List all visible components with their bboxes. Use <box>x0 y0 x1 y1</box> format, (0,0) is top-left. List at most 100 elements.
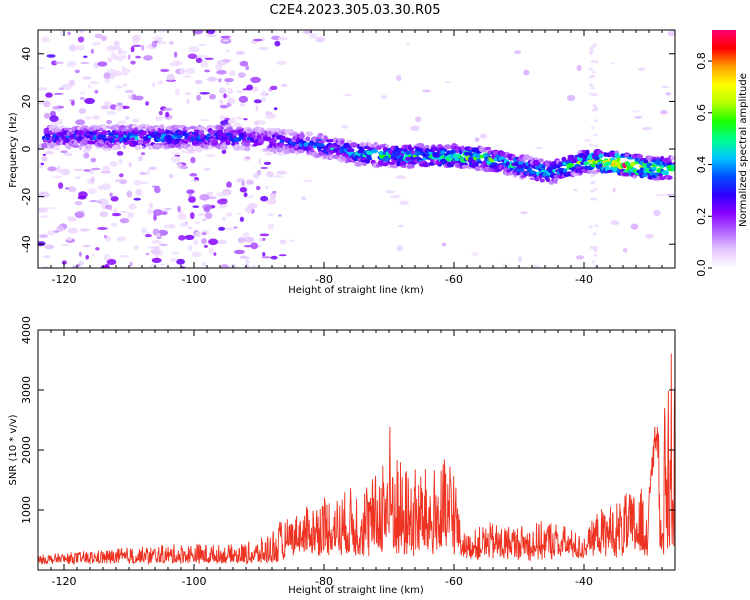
heatmap-noise-cell <box>91 176 95 183</box>
spectrogram-ticks: -120 -100 -80 -60 -40 -40 -20 0 20 40 <box>20 30 676 286</box>
heatmap-noise-cell <box>225 212 233 217</box>
heatmap-noise-cell <box>43 100 51 108</box>
heatmap-noise-cell <box>520 211 528 215</box>
heatmap-noise-cell <box>92 115 101 120</box>
heatmap-ridge-cell <box>642 173 648 178</box>
heatmap-noise-cell <box>203 244 208 248</box>
heatmap-noise-cell <box>341 124 349 129</box>
heatmap-noise-cell <box>175 88 180 96</box>
heatmap-noise-cell <box>239 187 248 193</box>
heatmap-ridge-cell <box>135 136 139 141</box>
heatmap-noise-cell <box>39 234 48 239</box>
heatmap-noise-cell <box>111 212 122 217</box>
heatmap-noise-cell <box>301 196 307 201</box>
heatmap-noise-cell <box>655 194 666 197</box>
heatmap-noise-cell <box>145 101 150 106</box>
heatmap-noise-cell <box>106 111 116 115</box>
heatmap-noise-cell <box>396 245 404 252</box>
heatmap-ridge-cell <box>289 129 294 134</box>
heatmap-ridge-cell <box>254 126 259 133</box>
heatmap-noise-cell <box>199 119 210 122</box>
heatmap-noise-cell <box>399 200 410 206</box>
heatmap-ridge-cell <box>72 144 81 148</box>
heatmap-noise-cell <box>190 156 196 164</box>
heatmap-noise-cell <box>591 181 596 184</box>
heatmap-noise-cell <box>150 249 161 255</box>
heatmap-noise-cell <box>96 227 108 230</box>
heatmap-noise-cell <box>653 209 661 217</box>
heatmap-noise-cell <box>87 84 92 89</box>
heatmap-ridge-cell <box>323 135 328 141</box>
heatmap-noise-cell <box>246 195 255 199</box>
heatmap-ridge-cell <box>588 159 592 163</box>
heatmap-ridge-cell <box>585 149 590 156</box>
y-tick-label: 3000 <box>20 376 33 404</box>
heatmap-noise-cell <box>103 72 111 80</box>
heatmap-noise-cell <box>239 60 249 67</box>
heatmap-noise-cell <box>83 169 91 172</box>
heatmap-ridge-cell <box>186 143 190 147</box>
heatmap-noise-cell <box>238 95 249 103</box>
heatmap-noise-cell <box>185 67 196 75</box>
heatmap-noise-cell <box>273 107 278 111</box>
heatmap-noise-cell <box>60 244 71 247</box>
heatmap-noise-cell <box>49 115 59 122</box>
heatmap-noise-cell <box>518 255 522 263</box>
heatmap-noise-cell <box>170 258 177 263</box>
heatmap-noise-cell <box>260 195 269 202</box>
heatmap-noise-cell <box>204 69 211 73</box>
heatmap-ridge-cell <box>158 128 164 133</box>
heatmap-noise-cell <box>91 167 101 171</box>
heatmap-noise-cell <box>109 104 117 110</box>
heatmap-noise-cell <box>178 235 186 241</box>
heatmap-noise-cell <box>56 225 64 232</box>
heatmap-ridge-cell <box>115 141 121 146</box>
heatmap-noise-cell <box>149 202 154 208</box>
heatmap-noise-cell <box>195 57 203 63</box>
heatmap-noise-cell <box>149 263 159 268</box>
heatmap-noise-cell <box>641 126 653 131</box>
heatmap-noise-cell <box>230 264 238 268</box>
heatmap-noise-cell <box>130 46 135 53</box>
heatmap-noise-cell <box>179 222 188 227</box>
heatmap-noise-cell <box>410 125 420 131</box>
heatmap-noise-cell <box>53 92 64 95</box>
heatmap-noise-cell <box>236 90 245 94</box>
heatmap-noise-cell <box>398 224 404 228</box>
heatmap-ridge-cell <box>340 139 345 145</box>
heatmap-noise-cell <box>133 95 144 101</box>
heatmap-noise-cell <box>158 110 163 116</box>
heatmap-noise-cell <box>102 165 111 173</box>
heatmap-noise-cell <box>40 215 49 218</box>
heatmap-noise-cell <box>83 152 90 159</box>
heatmap-noise-cell <box>213 252 217 256</box>
heatmap-noise-cell <box>589 75 594 79</box>
heatmap-noise-cell <box>43 112 51 119</box>
heatmap-noise-cell <box>593 253 598 257</box>
heatmap-ridge-cell <box>596 169 601 173</box>
heatmap-noise-cell <box>146 169 150 175</box>
heatmap-noise-cell <box>184 234 195 240</box>
heatmap-noise-cell <box>237 72 246 78</box>
heatmap-noise-cell <box>143 55 153 61</box>
heatmap-noise-cell <box>38 102 45 105</box>
colorbar-tick-label: 0.4 <box>695 156 708 174</box>
heatmap-noise-cell <box>589 83 593 87</box>
heatmap-noise-cell <box>253 99 262 104</box>
snr-y-axis-label: SNR (10 * v/v) <box>8 414 19 485</box>
heatmap-ridge-cell <box>449 149 456 155</box>
heatmap-noise-cell <box>129 261 133 267</box>
heatmap-noise-cell <box>590 60 595 63</box>
y-tick-label: 40 <box>20 47 33 61</box>
heatmap-noise-cell <box>90 157 97 163</box>
heatmap-noise-cell <box>194 231 202 238</box>
heatmap-ridge-cell <box>355 162 364 166</box>
heatmap-ridge-cell <box>506 169 511 173</box>
heatmap-noise-cell <box>380 95 388 99</box>
heatmap-noise-cell <box>90 48 94 54</box>
heatmap-noise-cell <box>179 165 189 170</box>
heatmap-noise-cell <box>61 83 73 91</box>
heatmap-ridge-cell <box>566 163 575 168</box>
heatmap-noise-cell <box>115 85 123 89</box>
heatmap-noise-cell <box>415 116 422 123</box>
